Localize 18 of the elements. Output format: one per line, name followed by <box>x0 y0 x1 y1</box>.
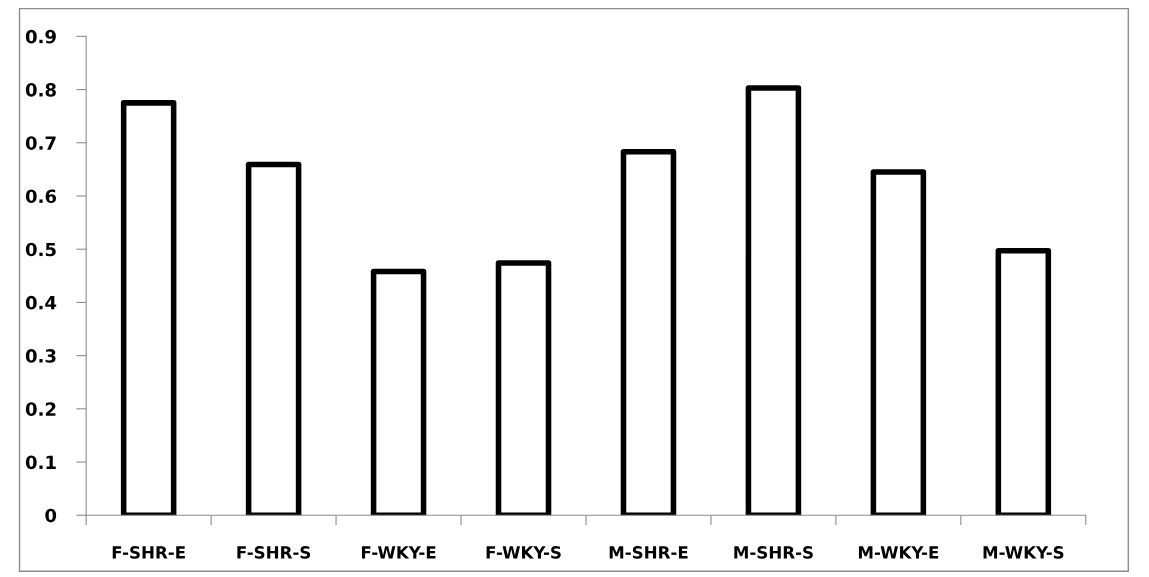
x-tick-label: M-SHR-S <box>734 546 813 559</box>
y-tick-label: 0.6 <box>25 189 57 204</box>
y-tick-label: 0.7 <box>25 136 56 150</box>
y-tick-label: 0.3 <box>25 349 56 363</box>
x-tick-label: M-SHR-E <box>609 546 688 559</box>
y-tick-label: 0.2 <box>25 402 56 416</box>
x-tick-label: F-WKY-E <box>361 546 436 559</box>
x-tick-label: M-WKY-E <box>858 546 939 559</box>
y-tick-label: 0.1 <box>25 455 56 470</box>
x-tick-label: M-WKY-S <box>983 546 1064 559</box>
y-tick-label: 0.8 <box>25 83 56 97</box>
y-tick-label: 0.5 <box>25 242 56 257</box>
y-tick-label: 0 <box>45 508 57 523</box>
x-tick-label: F-SHR-E <box>112 546 185 559</box>
x-tick-label: F-SHR-S <box>237 546 311 559</box>
y-tick-label: 0.4 <box>25 295 57 310</box>
x-tick-label: F-WKY-S <box>486 546 561 559</box>
y-tick-label: 0.9 <box>25 29 56 44</box>
